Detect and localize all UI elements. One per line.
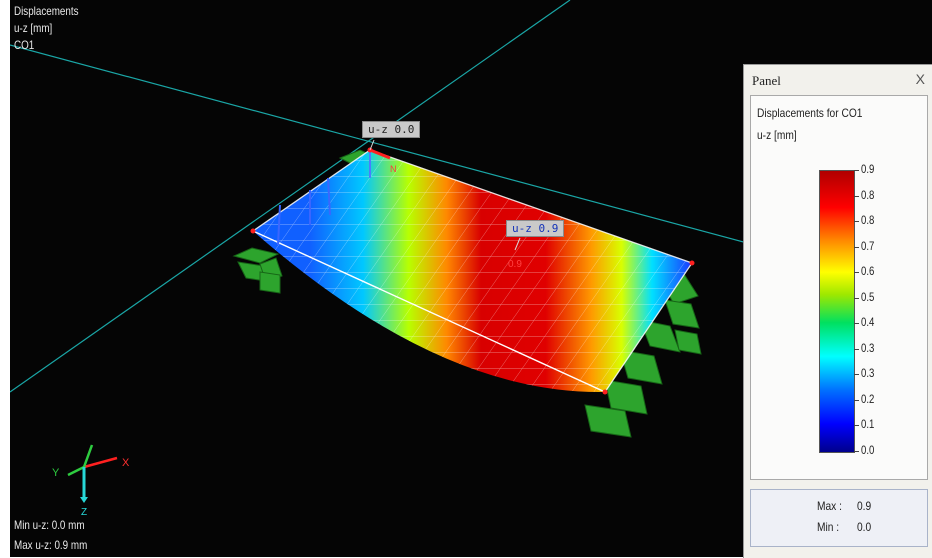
legend-tick xyxy=(854,246,859,248)
legend-tick xyxy=(854,221,859,223)
legend-box: Displacements for CO1 u-z [mm] 0.9 0.8 0.8… xyxy=(750,95,928,480)
3d-scene[interactable]: N 0.9 X Y Z xyxy=(10,0,932,557)
result-quantity: u-z [mm] xyxy=(14,21,53,35)
legend-tick xyxy=(854,425,859,427)
support-markers: N xyxy=(250,147,695,395)
panel-close-icon[interactable]: X xyxy=(915,71,925,87)
max-value-marker: 0.9 xyxy=(508,259,522,270)
min-max-box: Max : 0.9 Min : 0.0 xyxy=(750,489,928,547)
result-case: CO1 xyxy=(14,38,35,52)
legend-tick xyxy=(854,297,859,299)
legend-tick-label: 0.4 xyxy=(861,315,875,330)
color-scale-bar xyxy=(819,170,855,453)
max-label: Max : xyxy=(817,499,842,513)
results-panel: Panel X Displacements for CO1 u-z [mm] 0… xyxy=(743,64,932,558)
legend-tick xyxy=(854,374,859,376)
axis-y-label: Y xyxy=(52,467,60,479)
min-readout: Min u-z: 0.0 mm xyxy=(14,518,85,532)
legend-tick-label: 0.1 xyxy=(861,417,875,432)
node-label: N xyxy=(390,164,397,174)
legend-tick-label: 0.5 xyxy=(861,289,875,304)
result-label-uz-support[interactable]: u-z 0.0 xyxy=(362,121,421,138)
max-readout: Max u-z: 0.9 mm xyxy=(14,538,88,552)
legend-tick-label: 0.3 xyxy=(861,366,875,381)
legend-tick xyxy=(854,272,859,274)
deformed-plate[interactable] xyxy=(253,150,692,393)
legend-tick-label: 0.3 xyxy=(861,340,875,355)
supports xyxy=(232,149,702,438)
legend-tick xyxy=(854,323,859,325)
legend-tick xyxy=(854,451,859,452)
min-value: 0.0 xyxy=(857,520,872,534)
legend-tick xyxy=(854,195,859,197)
legend-tick-label: 0.7 xyxy=(861,238,875,253)
legend-unit: u-z [mm] xyxy=(757,128,797,142)
label-leaders xyxy=(369,139,521,251)
axis-triad: X Y Z xyxy=(52,444,130,518)
axis-x-label: X xyxy=(122,457,130,469)
legend-tick xyxy=(854,170,859,171)
legend-tick-label: 0.8 xyxy=(861,187,875,202)
result-label-uz-max[interactable]: u-z 0.9 xyxy=(506,220,565,237)
panel-title: Panel xyxy=(752,73,781,88)
legend-tick-label: 0.0 xyxy=(861,443,875,457)
legend-tick-label: 0.9 xyxy=(861,162,875,176)
min-label: Min : xyxy=(817,520,840,534)
result-title: Displacements xyxy=(14,4,79,18)
legend-tick-label: 0.8 xyxy=(861,213,875,228)
legend-heading: Displacements for CO1 xyxy=(757,106,863,120)
axis-z-label: Z xyxy=(81,507,87,518)
legend-tick-label: 0.2 xyxy=(861,391,875,406)
legend-tick xyxy=(854,348,859,350)
legend-tick-label: 0.6 xyxy=(861,264,875,279)
max-value: 0.9 xyxy=(857,499,872,513)
legend-tick xyxy=(854,399,859,401)
